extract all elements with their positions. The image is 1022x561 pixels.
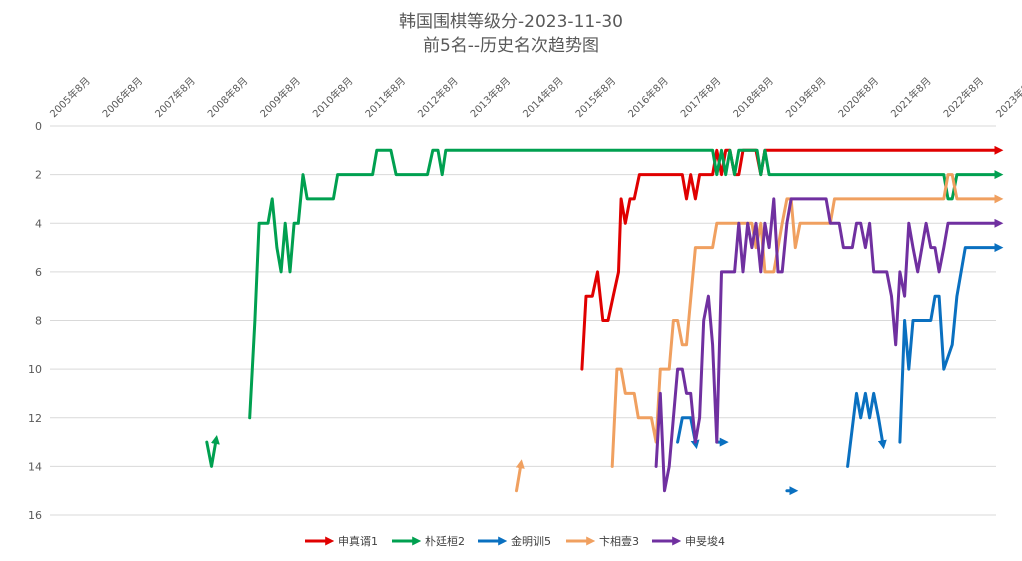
x-tick-label: 2021年8月 [888,74,934,120]
x-tick-label: 2006年8月 [99,74,145,120]
x-tick-label: 2019年8月 [783,74,829,120]
x-tick-label: 2013年8月 [467,74,513,120]
y-tick-label: 16 [28,509,42,522]
series-line-2-segment-3 [846,391,887,468]
legend-label: 朴廷桓2 [425,534,465,548]
legend-label: 申旻埈4 [685,534,725,548]
y-tick-label: 12 [28,412,42,425]
x-tick-label: 2016年8月 [625,74,671,120]
x-tick-label: 2020年8月 [835,74,881,120]
y-tick-label: 8 [35,315,42,328]
chart-title-line2: 前5名--历史名次趋势图 [423,36,599,56]
y-tick-label: 2 [35,169,42,182]
gridlines [50,125,996,516]
series-line-1-segment-1 [248,148,1004,420]
y-tick-label: 10 [28,363,42,376]
y-tick-label: 6 [35,266,42,279]
x-axis-ticks: 2005年8月 2006年8月 2007年8月 2008年8月 2009年8月 2010年… [47,74,1022,120]
x-tick-label: 2015年8月 [572,74,618,120]
series-line-2-segment-4 [898,243,1004,444]
y-tick-label: 14 [28,460,42,473]
x-tick-label: 2008年8月 [205,74,251,120]
y-axis-ticks: 0 2 4 6 8 10 12 14 16 [28,120,42,522]
y-tick-label: 0 [35,120,42,133]
x-tick-label: 2005年8月 [47,74,93,120]
x-tick-label: 2017年8月 [678,74,724,120]
legend: 申真谞1 朴廷桓2 金明训5 卞相壹3 申旻埈4 [305,534,725,548]
x-tick-label: 2022年8月 [940,74,986,120]
x-tick-label: 2010年8月 [310,74,356,120]
series-lines [205,145,1004,496]
x-tick-label: 2018年8月 [730,74,776,120]
y-tick-label: 4 [35,217,42,230]
x-tick-label: 2012年8月 [415,74,461,120]
series-line-1-segment-0 [205,435,220,468]
x-tick-label: 2023年8月 [993,74,1022,120]
x-tick-label: 2009年8月 [257,74,303,120]
chart-title-line1: 韩国围棋等级分-2023-11-30 [399,12,623,32]
legend-label: 金明训5 [511,534,551,548]
series-line-3-segment-1 [610,173,1004,468]
x-tick-label: 2011年8月 [362,74,408,120]
x-tick-label: 2007年8月 [152,74,198,120]
legend-label: 卞相壹3 [599,534,639,548]
legend-label: 申真谞1 [338,534,378,548]
x-tick-label: 2014年8月 [520,74,566,120]
series-line-4-segment-0 [654,197,1004,493]
series-line-0-segment-0 [580,145,1004,371]
series-line-3-segment-0 [515,459,525,493]
